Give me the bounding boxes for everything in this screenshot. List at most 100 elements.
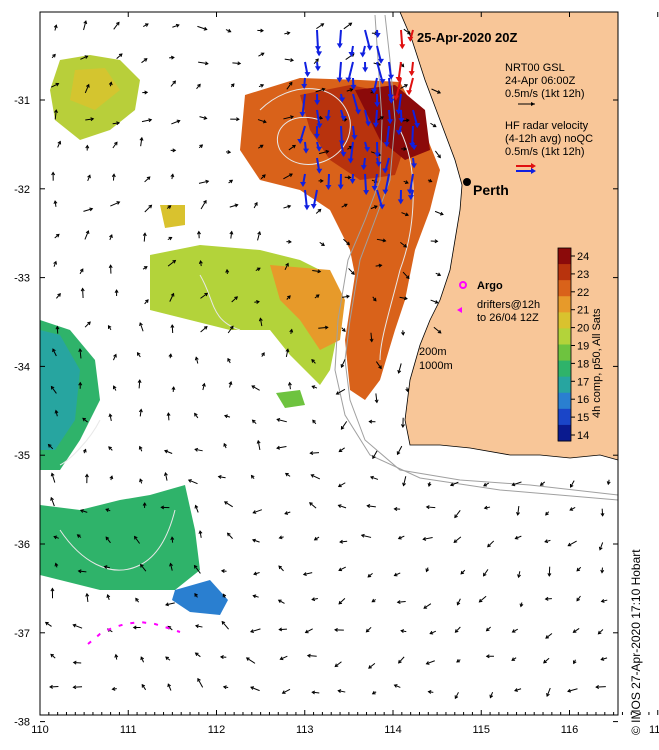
current-arrow — [286, 82, 293, 90]
current-arrow — [250, 686, 260, 692]
legend-hf-line-1: HF radar velocity — [505, 120, 589, 132]
current-arrow — [312, 691, 320, 694]
current-arrow — [218, 476, 226, 479]
current-arrow — [398, 535, 405, 540]
colorbar-swatch — [558, 296, 571, 313]
current-arrow — [543, 657, 550, 664]
current-arrow — [278, 565, 284, 572]
current-arrow — [73, 686, 83, 688]
legend-nrt-line-1: NRT00 GSL — [505, 62, 565, 74]
colorbar-tick-label: 23 — [577, 269, 589, 281]
current-arrow — [403, 476, 407, 486]
current-arrow — [312, 270, 321, 273]
current-arrow — [87, 175, 91, 182]
colorbar-swatch — [558, 360, 571, 378]
x-tick-label: 110 — [31, 724, 49, 736]
current-arrow — [82, 417, 88, 423]
current-arrow — [50, 497, 55, 507]
current-arrow — [434, 210, 444, 216]
sst-patches — [40, 55, 440, 615]
credit-text: © IMOS 27-Apr-2020 17:10 Hobart — [629, 549, 643, 735]
current-arrow — [51, 386, 57, 394]
y-tick-label: -33 — [14, 273, 30, 285]
current-arrow — [454, 510, 461, 518]
hf-radar-vectors — [297, 29, 421, 211]
y-tick-label: -38 — [14, 717, 30, 729]
current-arrow — [139, 322, 144, 332]
current-arrow — [200, 200, 207, 210]
current-arrow — [141, 58, 148, 64]
current-arrow — [307, 655, 317, 657]
y-axis: -31 -32 -33 -34 -35 -36 -37 -38 — [14, 95, 618, 729]
current-arrow — [195, 652, 201, 658]
drifter-label-1: drifters@12h — [477, 299, 540, 311]
current-arrow — [455, 626, 461, 633]
colorbar-tick-label: 14 — [577, 430, 589, 442]
current-arrow — [84, 230, 89, 240]
current-arrow — [171, 120, 180, 125]
colorbar-tick-label: 20 — [577, 323, 589, 335]
colorbar-tick-label: 17 — [577, 376, 589, 388]
current-arrow — [195, 357, 199, 364]
hf-radar-arrow — [384, 173, 390, 193]
current-arrow — [429, 630, 437, 635]
current-arrow — [164, 472, 168, 481]
current-arrow — [195, 625, 203, 628]
current-arrow — [430, 122, 437, 128]
y-tick-label: -32 — [14, 184, 30, 196]
current-arrow — [112, 354, 117, 361]
current-arrow — [167, 683, 172, 691]
depth-label-200: 200m — [419, 346, 447, 358]
current-arrow — [51, 473, 56, 483]
current-arrow — [338, 504, 347, 509]
current-arrow — [338, 597, 346, 605]
current-arrow — [165, 602, 175, 606]
current-arrow — [576, 595, 581, 602]
current-arrow — [397, 445, 403, 455]
current-arrow — [141, 684, 147, 691]
current-arrow — [84, 321, 91, 328]
current-arrow — [454, 692, 459, 699]
colorbar-swatch — [558, 424, 571, 442]
current-arrow — [194, 565, 201, 574]
current-arrow — [599, 542, 604, 550]
current-arrow — [403, 28, 411, 35]
current-arrow — [86, 593, 89, 603]
hf-radar-arrow — [388, 77, 392, 98]
current-arrow — [288, 144, 296, 151]
hf-radar-arrow — [304, 189, 308, 209]
current-arrow — [200, 326, 208, 333]
current-arrow — [398, 656, 405, 664]
current-arrow — [341, 203, 348, 208]
current-arrow — [346, 88, 353, 92]
current-arrow — [515, 535, 522, 540]
current-arrow — [73, 661, 82, 664]
current-arrow — [338, 566, 346, 571]
current-arrow — [343, 238, 350, 246]
current-arrow — [78, 570, 87, 573]
colorbar-tick-label: 16 — [577, 394, 589, 406]
current-arrow — [257, 231, 261, 241]
x-axis: 110 111 112 113 114 115 116 117 — [31, 12, 659, 736]
current-arrow — [277, 418, 287, 423]
current-arrow — [400, 84, 408, 89]
current-arrow — [144, 176, 151, 183]
current-arrow — [54, 109, 57, 120]
current-arrow — [199, 530, 202, 538]
current-arrow — [45, 622, 52, 627]
legend-nrt-line-3: 0.5m/s (1kt 12h) — [505, 88, 584, 100]
current-arrow — [164, 450, 173, 454]
current-arrow — [348, 268, 355, 275]
current-arrow — [546, 687, 551, 697]
colorbar: 24 23 22 21 20 19 18 17 16 15 14 4h comp, p50, All… — [557, 247, 603, 442]
current-arrow — [315, 88, 325, 93]
current-arrow — [479, 595, 487, 603]
current-arrow — [430, 299, 438, 304]
colorbar-tick-label: 19 — [577, 341, 589, 353]
colorbar-tick-label: 18 — [577, 358, 589, 370]
current-arrow — [113, 22, 120, 30]
current-arrow — [116, 53, 123, 59]
current-arrow — [227, 532, 233, 539]
current-arrow — [338, 482, 346, 487]
current-arrow — [251, 385, 260, 391]
